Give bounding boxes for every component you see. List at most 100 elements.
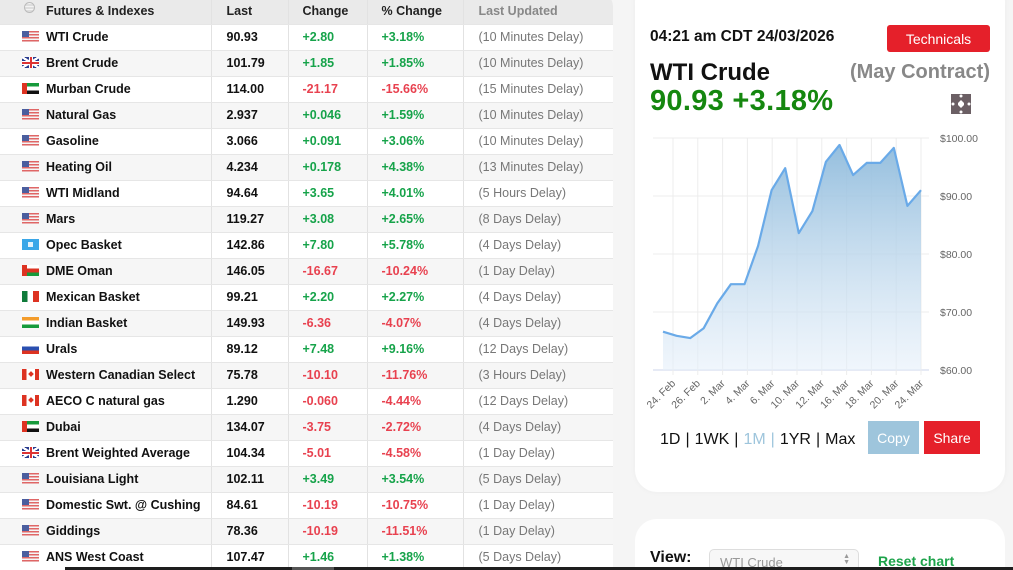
reset-chart-link[interactable]: Reset chart [878, 553, 955, 569]
pct-change-cell: +4.01% [367, 180, 464, 207]
horizontal-scrollbar[interactable] [65, 567, 1013, 570]
instrument-name-cell[interactable]: Western Canadian Select [0, 362, 212, 389]
instrument-name-cell[interactable]: Domestic Swt. @ Cushing [0, 492, 212, 519]
flag-us-icon [22, 109, 39, 120]
instrument-name-cell[interactable]: Urals [0, 336, 212, 363]
last-price-cell: 2.937 [211, 102, 289, 129]
table-row[interactable]: Brent Weighted Average 104.34 -5.01 -4.58%(… [0, 440, 613, 467]
pct-change-cell: -10.75% [367, 492, 464, 519]
range-separator: | [770, 431, 775, 448]
table-row[interactable]: Mexican Basket 99.21 +2.20 +2.27% (4 Days De… [0, 284, 613, 311]
view-select-value: WTI Crude [720, 555, 783, 570]
change-cell: +7.48 [288, 336, 368, 363]
last-price-cell: 4.234 [211, 154, 289, 181]
column-header-name[interactable]: Futures & Indexes [0, 0, 212, 25]
last-price-cell: 142.86 [211, 232, 289, 259]
instrument-name-cell[interactable]: Gasoline [0, 128, 212, 155]
last-price-cell: 134.07 [211, 414, 289, 441]
y-axis-tick-label: $100.00 [940, 133, 978, 145]
table-row[interactable]: Western Canadian Select 75.78 -10.10 -11.76… [0, 362, 613, 389]
instrument-name-cell[interactable]: Indian Basket [0, 310, 212, 337]
instrument-name-cell[interactable]: Mexican Basket [0, 284, 212, 311]
table-row[interactable]: Brent Crude 101.79 +1.85 +1.85% (10 Minutes … [0, 50, 613, 77]
view-select[interactable]: WTI Crude ▲ ▼ [709, 549, 859, 570]
flag-opec-icon [22, 239, 39, 250]
table-row[interactable]: Gasoline 3.066 +0.091 +3.06% (10 Minutes Del… [0, 128, 613, 155]
instrument-name-cell[interactable]: AECO C natural gas [0, 388, 212, 415]
y-axis-tick-label: $90.00 [940, 191, 972, 203]
quote-timestamp: 04:21 am CDT 24/03/2026 [650, 28, 835, 45]
table-header-row: Futures & Indexes Last Change % Change L… [0, 0, 613, 25]
instrument-name-cell[interactable]: Brent Weighted Average [0, 440, 212, 467]
instrument-name-cell[interactable]: WTI Crude [0, 24, 212, 51]
pct-change-cell: +1.38% [367, 544, 464, 570]
last-updated-cell: (10 Minutes Delay) [463, 50, 613, 77]
instrument-name: WTI Crude [650, 59, 770, 86]
table-row[interactable]: Opec Basket 142.86 +7.80 +5.78% (4 Days Dela… [0, 232, 613, 259]
last-price-cell: 84.61 [211, 492, 289, 519]
change-cell: +2.20 [288, 284, 368, 311]
instrument-name-cell[interactable]: Opec Basket [0, 232, 212, 259]
table-row[interactable]: Giddings 78.36 -10.19 -11.51% (1 Day Delay) [0, 518, 613, 545]
area-fill [663, 145, 921, 370]
instrument-price: 90.93 +3.18% [650, 85, 834, 117]
table-row[interactable]: Mars 119.27 +3.08 +2.65% (8 Days Delay) [0, 206, 613, 233]
instrument-name-cell[interactable]: Heating Oil [0, 154, 212, 181]
instrument-name-cell[interactable]: Louisiana Light [0, 466, 212, 493]
last-updated-cell: (5 Days Delay) [463, 466, 613, 493]
change-cell: +7.80 [288, 232, 368, 259]
last-price-cell: 104.34 [211, 440, 289, 467]
flag-us-icon [22, 161, 39, 172]
flag-gb-icon [22, 447, 39, 458]
column-header-change[interactable]: Change [288, 0, 368, 25]
table-row[interactable]: Domestic Swt. @ Cushing 84.61 -10.19 -10.75… [0, 492, 613, 519]
table-row[interactable]: ANS West Coast 107.47 +1.46 +1.38% (5 Days D… [0, 544, 613, 570]
instrument-name-cell[interactable]: ANS West Coast [0, 544, 212, 570]
x-axis-tick-label: 2. Mar [698, 377, 728, 407]
instrument-name-cell[interactable]: Natural Gas [0, 102, 212, 129]
flag-us-icon [22, 473, 39, 484]
table-row[interactable]: Murban Crude 114.00 -21.17 -15.66% (15 Minut… [0, 76, 613, 103]
range-1yr[interactable]: 1YR [779, 431, 811, 448]
table-row[interactable]: Dubai 134.07 -3.75 -2.72% (4 Days Delay) [0, 414, 613, 441]
table-row[interactable]: AECO C natural gas 1.290 -0.060 -4.44% (12 D… [0, 388, 613, 415]
instrument-name-cell[interactable]: WTI Midland [0, 180, 212, 207]
change-cell: -21.17 [288, 76, 368, 103]
range-1wk[interactable]: 1WK [694, 431, 730, 448]
flag-us-icon [22, 187, 39, 198]
instrument-name-cell[interactable]: DME Oman [0, 258, 212, 285]
y-axis-tick-label: $70.00 [940, 307, 972, 319]
column-header-pct-change[interactable]: % Change [367, 0, 464, 25]
last-updated-cell: (5 Hours Delay) [463, 180, 613, 207]
table-row[interactable]: Urals 89.12 +7.48 +9.16% (12 Days Delay) [0, 336, 613, 363]
table-row[interactable]: Natural Gas 2.937 +0.046 +1.59% (10 Minutes … [0, 102, 613, 129]
pct-change-cell: +2.27% [367, 284, 464, 311]
instrument-name-cell[interactable]: Dubai [0, 414, 212, 441]
column-header-last[interactable]: Last [211, 0, 289, 25]
range-1d[interactable]: 1D [660, 431, 681, 448]
technicals-button[interactable]: Technicals [887, 25, 990, 52]
last-updated-cell: (1 Day Delay) [463, 492, 613, 519]
instrument-name-cell[interactable]: Mars [0, 206, 212, 233]
change-cell: -3.75 [288, 414, 368, 441]
share-button[interactable]: Share [924, 421, 980, 454]
table-row[interactable]: DME Oman 146.05 -16.67 -10.24% (1 Day Delay) [0, 258, 613, 285]
scrollbar-thumb[interactable] [292, 567, 334, 570]
flag-om-icon [22, 265, 39, 276]
last-updated-cell: (12 Days Delay) [463, 388, 613, 415]
copy-button[interactable]: Copy [868, 421, 919, 454]
table-row[interactable]: WTI Crude 90.93 +2.80 +3.18% (10 Minutes Del… [0, 24, 613, 51]
table-row[interactable]: WTI Midland 94.64 +3.65 +4.01% (5 Hours Dela… [0, 180, 613, 207]
last-price-cell: 78.36 [211, 518, 289, 545]
instrument-name-cell[interactable]: Murban Crude [0, 76, 212, 103]
instrument-name-cell[interactable]: Giddings [0, 518, 212, 545]
table-row[interactable]: Louisiana Light 102.11 +3.49 +3.54% (5 Days … [0, 466, 613, 493]
expand-fullscreen-icon[interactable] [951, 94, 971, 114]
range-1m[interactable]: 1M [743, 431, 766, 448]
table-row[interactable]: Heating Oil 4.234 +0.178 +4.38% (13 Minutes … [0, 154, 613, 181]
range-max[interactable]: Max [825, 431, 856, 448]
pct-change-cell: +3.54% [367, 466, 464, 493]
instrument-name-cell[interactable]: Brent Crude [0, 50, 212, 77]
table-row[interactable]: Indian Basket 149.93 -6.36 -4.07% (4 Days De… [0, 310, 613, 337]
